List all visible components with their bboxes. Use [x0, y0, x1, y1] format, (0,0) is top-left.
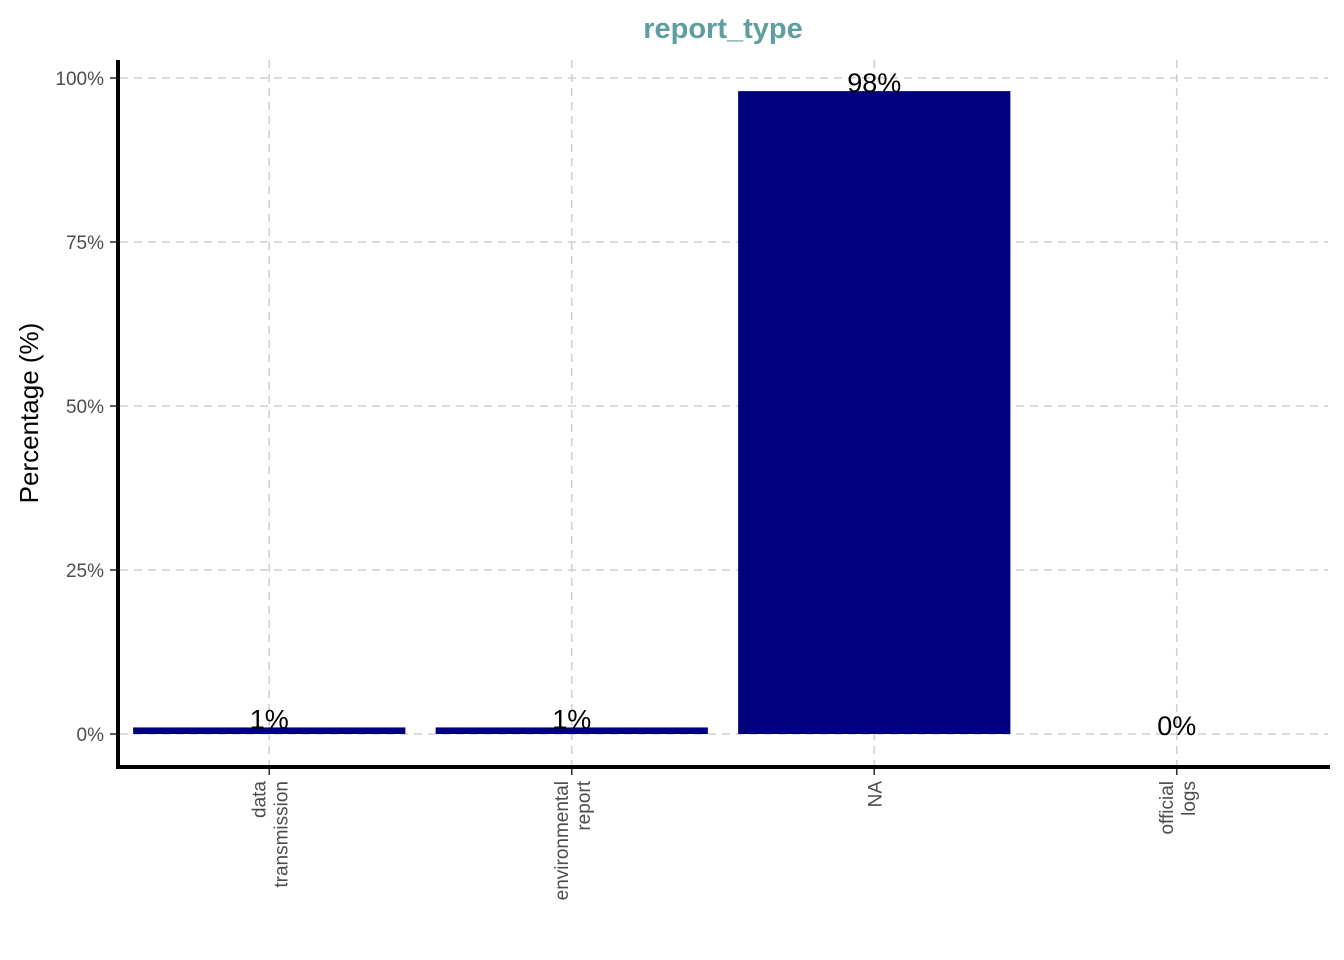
y-tick-label: 75% — [66, 233, 104, 254]
y-axis-ticks: 0% 25% 50% 75% 100% — [55, 69, 116, 746]
data-labels: 1% 1% 98% 0% — [250, 68, 1197, 741]
x-tick-label: environmental report — [552, 780, 595, 900]
bar-value-label: 0% — [1157, 711, 1196, 741]
y-tick-label: 25% — [66, 561, 104, 582]
x-tick-label-line: report — [574, 780, 595, 830]
bar-value-label: 98% — [847, 68, 901, 98]
x-tick-label-line: logs — [1179, 781, 1200, 816]
y-tick-label: 100% — [55, 69, 104, 90]
bar-value-label: 1% — [552, 704, 591, 734]
x-tick-label-line: transmission — [271, 781, 292, 888]
chart-title: report_type — [643, 13, 803, 45]
x-tick-label: data transmission — [249, 781, 292, 888]
bar-value-label: 1% — [250, 704, 289, 734]
bar — [738, 91, 1011, 735]
bars — [133, 91, 1011, 735]
bar — [133, 727, 406, 734]
x-tick-label-line: environmental — [552, 781, 573, 900]
x-axis-ticks: data transmission environmental report NA off… — [249, 769, 1200, 900]
y-axis-label: Percentage (%) — [14, 323, 44, 504]
bar — [435, 727, 708, 734]
x-tick-label-line: official — [1157, 781, 1178, 835]
x-tick-label: official logs — [1157, 781, 1200, 835]
x-tick-label: NA — [865, 781, 886, 808]
y-tick-label: 0% — [77, 725, 105, 746]
x-tick-label-line: NA — [865, 781, 886, 808]
vertical-gridlines — [268, 60, 1178, 765]
x-tick-label-line: data — [249, 781, 270, 818]
y-tick-label: 50% — [66, 397, 104, 418]
horizontal-gridlines — [120, 77, 1328, 735]
